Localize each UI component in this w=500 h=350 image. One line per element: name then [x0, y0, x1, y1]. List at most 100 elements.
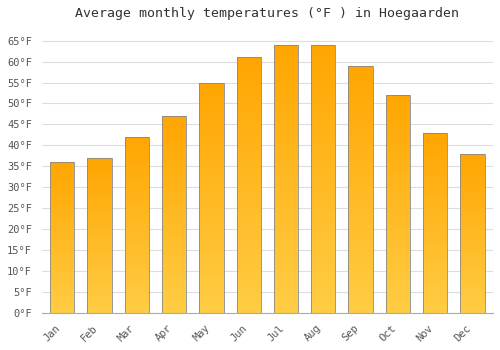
Bar	[311, 125, 336, 129]
Bar	[236, 275, 261, 278]
Bar	[386, 125, 410, 128]
Bar	[162, 308, 186, 310]
Bar	[274, 196, 298, 199]
Bar	[386, 95, 410, 313]
Bar	[311, 129, 336, 132]
Bar	[162, 239, 186, 241]
Bar	[200, 290, 224, 293]
Bar	[348, 189, 372, 193]
Bar	[311, 179, 336, 182]
Bar	[311, 115, 336, 119]
Bar	[386, 231, 410, 234]
Bar	[162, 148, 186, 150]
Bar	[348, 273, 372, 276]
Bar	[348, 236, 372, 239]
Bar	[124, 278, 149, 280]
Bar	[236, 224, 261, 227]
Bar	[236, 118, 261, 121]
Bar	[124, 190, 149, 192]
Bar	[274, 62, 298, 65]
Bar	[236, 185, 261, 188]
Bar	[200, 261, 224, 264]
Bar	[423, 284, 448, 286]
Bar	[311, 266, 336, 270]
Bar	[274, 132, 298, 135]
Bar	[311, 166, 336, 169]
Bar	[348, 267, 372, 270]
Bar	[311, 135, 336, 139]
Bar	[162, 188, 186, 190]
Bar	[460, 247, 484, 249]
Bar	[348, 128, 372, 131]
Bar	[311, 270, 336, 273]
Bar	[274, 58, 298, 62]
Bar	[274, 159, 298, 162]
Bar	[274, 179, 298, 182]
Bar	[311, 65, 336, 68]
Bar	[50, 239, 74, 241]
Bar	[311, 189, 336, 192]
Bar	[162, 288, 186, 291]
Bar	[200, 134, 224, 137]
Bar	[88, 301, 112, 303]
Bar	[311, 293, 336, 296]
Bar	[124, 225, 149, 227]
Bar	[236, 102, 261, 105]
Bar	[348, 171, 372, 174]
Bar	[311, 45, 336, 48]
Bar	[460, 229, 484, 231]
Bar	[236, 239, 261, 243]
Bar	[88, 175, 112, 177]
Bar	[311, 232, 336, 236]
Bar	[274, 119, 298, 122]
Bar	[88, 292, 112, 294]
Bar	[200, 247, 224, 250]
Bar	[311, 85, 336, 89]
Bar	[311, 105, 336, 108]
Bar	[386, 218, 410, 220]
Bar	[386, 299, 410, 302]
Bar	[88, 222, 112, 224]
Bar	[200, 189, 224, 192]
Bar	[162, 244, 186, 246]
Bar	[50, 283, 74, 285]
Bar	[311, 78, 336, 82]
Bar	[236, 160, 261, 163]
Bar	[386, 302, 410, 305]
Bar	[200, 83, 224, 313]
Bar	[386, 133, 410, 136]
Bar	[236, 220, 261, 224]
Bar	[311, 142, 336, 145]
Bar	[311, 239, 336, 243]
Bar	[50, 241, 74, 243]
Bar	[274, 296, 298, 300]
Bar	[348, 103, 372, 106]
Bar	[460, 287, 484, 289]
Bar	[386, 250, 410, 253]
Bar	[162, 249, 186, 251]
Bar	[274, 283, 298, 286]
Bar	[124, 172, 149, 174]
Bar	[423, 270, 448, 272]
Bar	[88, 247, 112, 249]
Bar	[124, 188, 149, 190]
Bar	[348, 294, 372, 297]
Bar	[386, 288, 410, 291]
Bar	[274, 142, 298, 145]
Bar	[88, 307, 112, 309]
Bar	[124, 168, 149, 170]
Bar	[88, 265, 112, 266]
Bar	[50, 281, 74, 283]
Bar	[386, 201, 410, 204]
Bar	[386, 196, 410, 198]
Bar	[386, 239, 410, 242]
Bar	[423, 277, 448, 279]
Bar	[124, 254, 149, 256]
Bar	[236, 303, 261, 307]
Bar	[460, 261, 484, 263]
Bar	[162, 224, 186, 227]
Bar	[311, 216, 336, 219]
Bar	[348, 279, 372, 282]
Bar	[124, 179, 149, 181]
Bar	[200, 91, 224, 94]
